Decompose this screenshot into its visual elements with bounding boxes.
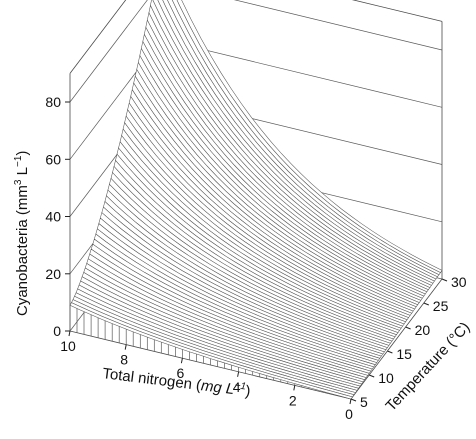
- y-tick-label: 10: [378, 370, 394, 386]
- x-tick-label: 4: [233, 379, 241, 395]
- y-tick: [387, 350, 393, 354]
- x-tick: [180, 358, 183, 364]
- x-tick: [124, 344, 127, 350]
- x-tick: [349, 398, 352, 405]
- z-tick-label: 0: [53, 323, 61, 339]
- back-wall-gridline: [233, 0, 443, 51]
- x-tick: [237, 371, 240, 377]
- y-tick: [350, 398, 357, 402]
- y-tick-label: 20: [415, 322, 431, 338]
- y-tick: [369, 374, 375, 378]
- axis-ticks: [65, 101, 448, 405]
- x-tick-label: 10: [60, 338, 76, 354]
- y-tick: [441, 278, 448, 282]
- left-wall-gridline: [69, 0, 148, 103]
- x-tick-label: 0: [345, 406, 353, 422]
- frame-edge-floor-right: [350, 278, 443, 400]
- x-tick: [68, 330, 71, 337]
- y-tick: [405, 326, 411, 330]
- z-tick-label: 60: [45, 151, 61, 167]
- x-tick-label: 6: [177, 365, 185, 381]
- frame-edge-top-left: [69, 0, 127, 74]
- x-tick: [293, 385, 296, 391]
- z-tick-label: 40: [45, 209, 61, 225]
- x-tick-label: 8: [120, 352, 128, 368]
- frame-edge-top-back: [351, 0, 443, 22]
- y-tick-label: 25: [433, 298, 449, 314]
- y-tick-label: 15: [396, 346, 412, 362]
- z-tick-label: 80: [45, 94, 61, 110]
- y-tick-label: 30: [451, 274, 467, 290]
- x-tick-label: 2: [289, 392, 297, 408]
- z-tick-label: 20: [45, 266, 61, 282]
- y-tick-label: 5: [360, 394, 368, 410]
- surface-mesh: [69, 0, 443, 400]
- z-axis-title: Cyanobacteria (mm3 L−1): [13, 151, 31, 316]
- y-tick: [423, 302, 429, 306]
